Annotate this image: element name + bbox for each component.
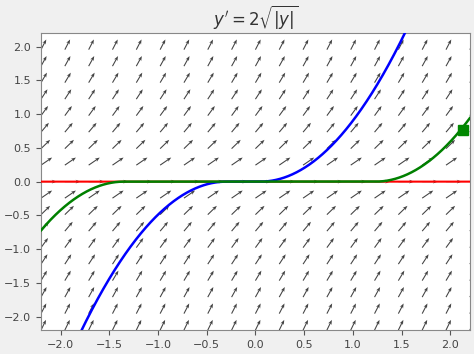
Title: $y' = 2\sqrt{|y|}$: $y' = 2\sqrt{|y|}$ [213,4,298,32]
